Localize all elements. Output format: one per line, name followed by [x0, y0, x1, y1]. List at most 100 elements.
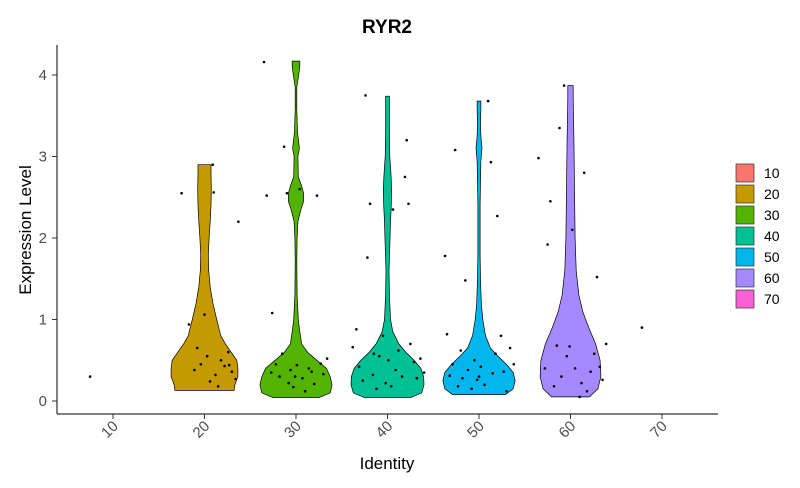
data-point: [313, 382, 316, 386]
data-point: [203, 313, 206, 316]
x-tick-label: 50: [464, 418, 488, 442]
data-point: [389, 385, 393, 388]
data-point: [295, 363, 299, 367]
x-axis-title: Identity: [360, 454, 415, 473]
data-point: [230, 370, 234, 374]
data-point: [466, 368, 470, 372]
x-tick-label: 60: [556, 418, 580, 442]
data-point: [205, 354, 209, 358]
data-point: [219, 359, 223, 362]
data-point: [310, 370, 313, 374]
data-point: [477, 375, 481, 378]
data-point: [443, 254, 447, 258]
x-tick-label: 10: [98, 418, 122, 442]
data-point: [384, 381, 388, 385]
data-point: [407, 202, 410, 206]
legend-label-10: 10: [764, 165, 780, 181]
legend-swatch-10: [735, 163, 755, 183]
data-point: [568, 345, 571, 348]
data-point: [281, 352, 284, 356]
data-point: [211, 163, 214, 166]
violin-30: [259, 60, 333, 399]
data-point: [601, 378, 604, 382]
data-point: [453, 148, 457, 152]
data-point: [546, 243, 549, 246]
data-point: [598, 365, 602, 369]
data-point: [409, 342, 412, 346]
data-point: [543, 367, 547, 370]
points-layer: [88, 60, 644, 399]
legend-swatch-50: [735, 247, 755, 267]
data-point: [214, 373, 217, 377]
data-point: [499, 334, 503, 338]
data-point: [491, 372, 495, 375]
data-point: [451, 363, 454, 366]
y-tick-label: 4: [39, 67, 47, 84]
data-point: [489, 160, 493, 164]
data-point: [193, 368, 196, 372]
y-ticks: 0 1 2 3 4: [39, 67, 57, 410]
data-point: [549, 200, 552, 203]
data-point: [412, 360, 416, 364]
data-point: [375, 387, 378, 391]
data-point: [394, 368, 398, 372]
data-point: [216, 385, 220, 388]
violin-60: [539, 85, 602, 398]
data-point: [285, 191, 289, 195]
data-point: [234, 377, 237, 381]
data-point: [565, 354, 569, 358]
data-point: [475, 378, 479, 382]
legend-swatch-30: [735, 205, 755, 225]
data-point: [604, 342, 608, 346]
data-point: [595, 275, 599, 279]
legend-swatch-20: [735, 184, 755, 204]
data-point: [400, 375, 404, 378]
data-point: [303, 389, 307, 393]
data-point: [479, 365, 483, 369]
data-point: [282, 145, 286, 148]
data-point: [227, 363, 231, 367]
y-tick-label: 1: [39, 312, 47, 329]
data-point: [322, 372, 325, 376]
data-point: [585, 389, 589, 393]
data-point: [289, 368, 292, 372]
data-point: [180, 191, 183, 195]
data-point: [262, 60, 266, 64]
data-point: [483, 383, 486, 387]
data-point: [270, 311, 274, 315]
data-point: [315, 194, 319, 197]
data-point: [287, 381, 291, 385]
data-point: [293, 375, 297, 378]
data-point: [237, 220, 240, 223]
data-point: [473, 359, 476, 362]
data-point: [208, 380, 212, 383]
data-point: [445, 332, 449, 336]
violin-50: [442, 100, 516, 395]
data-point: [88, 375, 92, 378]
data-point: [456, 385, 460, 388]
data-point: [486, 99, 490, 103]
data-point: [391, 208, 395, 211]
legend-label-40: 40: [764, 228, 780, 244]
data-point: [292, 385, 295, 389]
data-point: [378, 354, 381, 358]
x-tick-label: 20: [190, 418, 214, 442]
data-point: [351, 345, 355, 349]
data-point: [364, 94, 367, 97]
data-point: [448, 374, 452, 378]
data-point: [558, 126, 561, 130]
data-point: [552, 385, 556, 388]
data-point: [355, 328, 358, 331]
x-tick-label: 70: [647, 418, 671, 442]
data-point: [560, 375, 563, 378]
data-point: [415, 376, 419, 380]
data-point: [298, 187, 302, 191]
data-point: [265, 194, 269, 197]
violin-40: [350, 95, 425, 399]
data-point: [366, 256, 369, 259]
data-point: [371, 373, 375, 377]
data-point: [494, 352, 497, 356]
data-point: [199, 363, 203, 366]
data-point: [387, 359, 390, 362]
legend-label-60: 60: [764, 270, 780, 286]
